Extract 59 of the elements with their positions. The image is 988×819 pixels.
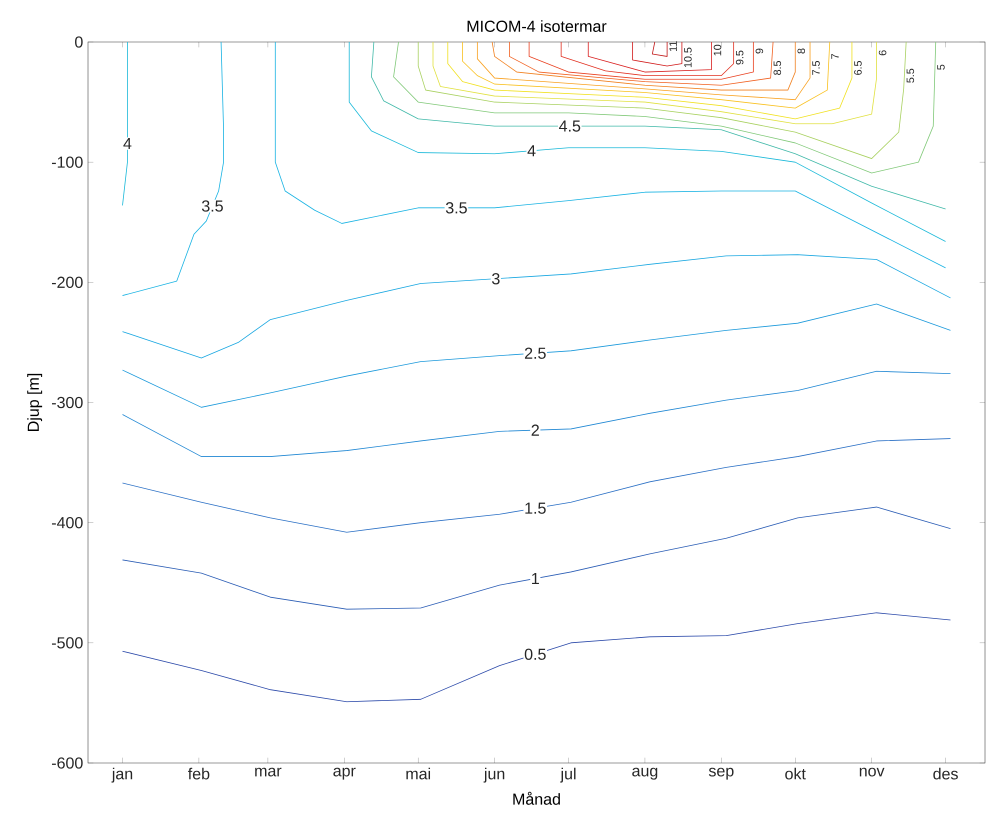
series-label: 3.5: [446, 202, 467, 214]
text: 9: [756, 48, 764, 54]
y-tick-label: 0: [75, 36, 83, 48]
series-label: 3: [492, 273, 500, 284]
text: 8: [797, 48, 806, 54]
series-label: 2.5: [524, 348, 546, 359]
line-series: [528, 42, 754, 80]
series-label: 2: [532, 424, 539, 436]
y-tick-label: -100: [52, 156, 83, 168]
y-axis-title: Djup [m]: [27, 374, 42, 431]
x-tick-label: okt: [785, 768, 806, 780]
x-tick-label: sep: [708, 768, 734, 780]
x-tick-label: nov: [860, 768, 884, 776]
line-series: [509, 42, 774, 86]
y-tick-label: -400: [52, 517, 83, 528]
series-label: 4: [528, 145, 536, 156]
series-label: 4: [123, 138, 132, 150]
line-series: [122, 42, 224, 296]
text: 6: [878, 50, 886, 56]
line-series: [588, 42, 712, 72]
text: 8.5: [774, 60, 782, 75]
x-tick-label: jun: [484, 768, 504, 783]
x-tick-label: apr: [333, 768, 356, 780]
y-tick-label: -600: [52, 757, 83, 769]
line-series: [393, 42, 936, 174]
x-tick-label: jan: [111, 768, 132, 783]
text: 5: [937, 64, 945, 70]
line-series: [476, 42, 810, 100]
x-tick-label: mar: [255, 768, 282, 776]
x-axis-title: Månad: [513, 792, 560, 805]
text: 7: [831, 54, 839, 59]
x-tick-label: jul: [560, 768, 576, 783]
line-series: [348, 42, 946, 242]
series-label: 1: [532, 573, 539, 584]
text: 10: [714, 44, 722, 56]
x-tick-label: aug: [632, 768, 658, 780]
x-tick-label: feb: [188, 768, 210, 780]
line-series: [632, 42, 682, 66]
series-label: 4.5: [559, 120, 580, 132]
x-tick-label: mai: [406, 768, 430, 780]
y-tick-label: -300: [52, 396, 83, 408]
series-label: 1.5: [525, 502, 546, 514]
text: 10.5: [684, 48, 692, 68]
text: 6.5: [854, 60, 862, 75]
text: 9.5: [736, 50, 744, 64]
text: 11: [669, 41, 677, 52]
series-label: 3.5: [202, 200, 223, 212]
y-tick-label: -500: [52, 637, 83, 648]
series-label: 0.5: [524, 648, 546, 660]
chart-title: MICOM-4 isotermar: [468, 20, 606, 32]
line-series: [274, 42, 946, 268]
line-series: [462, 42, 830, 108]
text: 5.5: [906, 68, 914, 83]
line-series: [492, 42, 796, 90]
line-series: [560, 42, 734, 76]
y-tick-label: -200: [52, 276, 83, 288]
text: 7.5: [812, 60, 820, 75]
line-series: [418, 42, 907, 159]
x-tick-label: des: [933, 768, 958, 780]
